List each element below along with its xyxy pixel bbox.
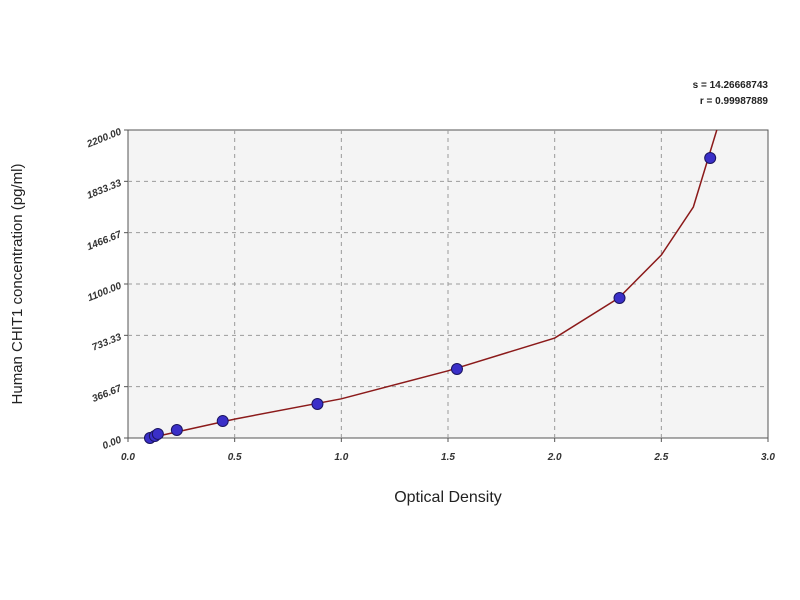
x-axis-label: Optical Density [394, 489, 502, 506]
data-point [704, 152, 717, 164]
x-tick-label: 2.5 [653, 452, 668, 463]
x-tick-label: 3.0 [761, 452, 775, 463]
data-point [151, 427, 164, 440]
data-point [170, 424, 183, 437]
data-point [216, 415, 229, 428]
y-axis-label: Human CHIT1 concentration (pg/ml) [9, 164, 26, 405]
x-tick-label: 1.0 [334, 452, 348, 463]
fit-curve [149, 129, 718, 439]
x-tick-label: 0.0 [121, 452, 135, 463]
x-tick-label: 2.0 [547, 452, 562, 463]
data-point [450, 362, 463, 375]
x-tick-label: 1.5 [441, 452, 455, 463]
x-tick-label: 0.5 [228, 452, 242, 463]
data-point [613, 292, 626, 304]
annotation: s = 14.26668743 [693, 80, 769, 91]
annotation: r = 0.99987889 [700, 96, 769, 107]
data-point [311, 397, 324, 410]
